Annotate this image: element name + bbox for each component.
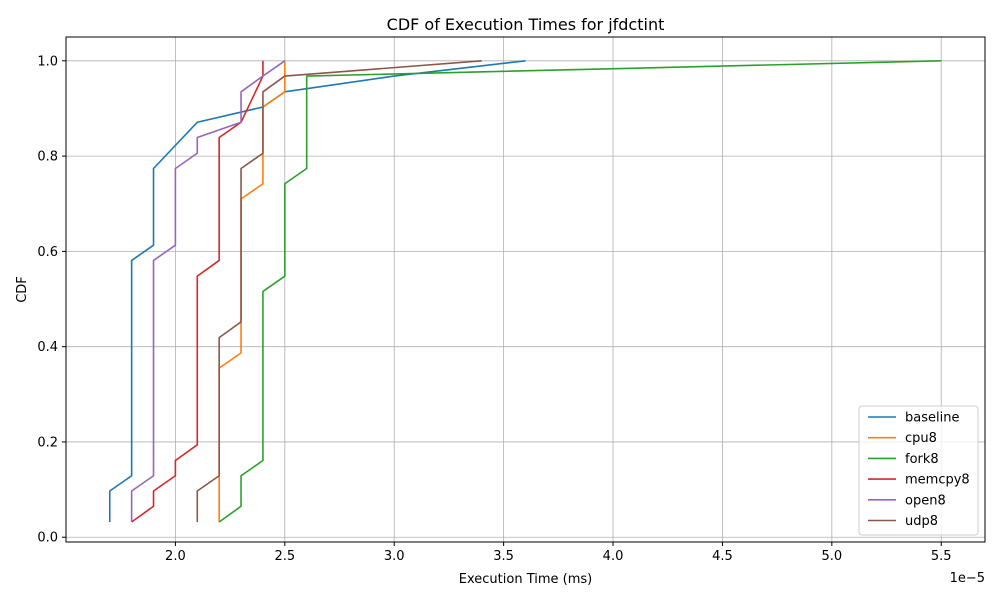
chart-title: CDF of Execution Times for jfdctint — [387, 15, 665, 34]
series-layer — [108, 60, 942, 523]
y-tick-label: 0.0 — [37, 531, 58, 546]
series-line-fork8 — [218, 60, 942, 523]
x-tick-label: 3.0 — [384, 549, 405, 564]
legend-label-open8: open8 — [905, 493, 946, 508]
y-tick-label: 1.0 — [37, 54, 58, 69]
legend-label-memcpy8: memcpy8 — [905, 473, 970, 488]
x-scale-label: 1e−5 — [950, 571, 985, 586]
plot-frame — [65, 36, 986, 543]
series-line-memcpy8 — [131, 60, 264, 523]
x-tick-label: 3.5 — [493, 549, 514, 564]
x-tick-label: 5.5 — [931, 549, 952, 564]
legend-label-cpu8: cpu8 — [905, 431, 937, 446]
x-tick-label: 4.5 — [712, 549, 733, 564]
legend-label-udp8: udp8 — [905, 514, 938, 529]
y-tick-label: 0.6 — [37, 245, 58, 260]
legend: baseline cpu8 fork8 memcpy8 open8 udp8 — [858, 405, 979, 536]
series-line-baseline — [108, 60, 526, 522]
x-tick-label: 5.0 — [821, 549, 842, 564]
x-tick-label: 2.5 — [274, 549, 295, 564]
legend-label-fork8: fork8 — [905, 452, 939, 467]
legend-label-baseline: baseline — [905, 411, 959, 426]
x-tick-label: 2.0 — [165, 549, 186, 564]
series-line-udp8 — [196, 60, 482, 522]
tick-layer: 2.0 2.5 3.0 3.5 4.0 4.5 5.0 5.5 0.0 0.2 0.4 0.6 0.8 1… — [37, 54, 951, 564]
y-tick-label: 0.4 — [37, 340, 58, 355]
series-line-open8 — [130, 60, 286, 522]
y-tick-label: 0.2 — [37, 435, 58, 450]
x-tick-label: 4.0 — [603, 549, 624, 564]
x-axis-label: Execution Time (ms) — [459, 572, 592, 587]
y-axis-label: CDF — [15, 276, 30, 303]
y-tick-label: 0.8 — [37, 150, 58, 165]
